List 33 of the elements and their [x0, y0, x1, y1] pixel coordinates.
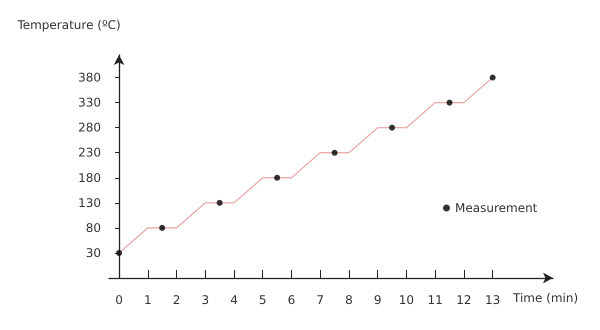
legend-label: Measurement	[455, 201, 538, 215]
x-tick-label: 13	[485, 293, 500, 307]
y-tick-label: 330	[78, 96, 101, 110]
y-tick-label: 280	[78, 120, 101, 135]
point	[116, 250, 122, 256]
x-tick-label: 1	[144, 293, 152, 307]
y-axis-title: Temperature (ºC)	[16, 18, 121, 32]
x-tick-label: 8	[345, 293, 353, 307]
x-tick-label: 9	[374, 293, 382, 307]
x-tick-label: 7	[316, 293, 324, 307]
x-tick-label: 12	[456, 293, 472, 307]
point	[216, 200, 223, 206]
point	[389, 124, 396, 131]
x-tick-label: 3	[201, 293, 210, 307]
x-tick-label: 11	[428, 293, 443, 307]
point	[159, 224, 166, 231]
x-axis-title: Time (min)	[512, 291, 578, 305]
x-tick-label: 2	[172, 293, 180, 307]
y-tick-label: 380	[78, 70, 101, 85]
x-tick-label: 5	[258, 293, 267, 307]
point	[446, 100, 453, 106]
x-tick-label: 4	[230, 293, 238, 307]
y-tick-label: 80	[86, 220, 101, 235]
y-tick-label: 30	[86, 246, 101, 260]
x-tick-label: 0	[115, 293, 123, 307]
point	[490, 74, 496, 81]
x-tick-label: 6	[288, 293, 296, 307]
y-tick-label: 180	[78, 170, 101, 185]
point	[274, 174, 280, 181]
y-tick-label: 130	[78, 196, 101, 210]
point	[332, 150, 338, 156]
x-tick-label: 10	[398, 293, 414, 307]
y-tick-label: 230	[78, 146, 101, 160]
